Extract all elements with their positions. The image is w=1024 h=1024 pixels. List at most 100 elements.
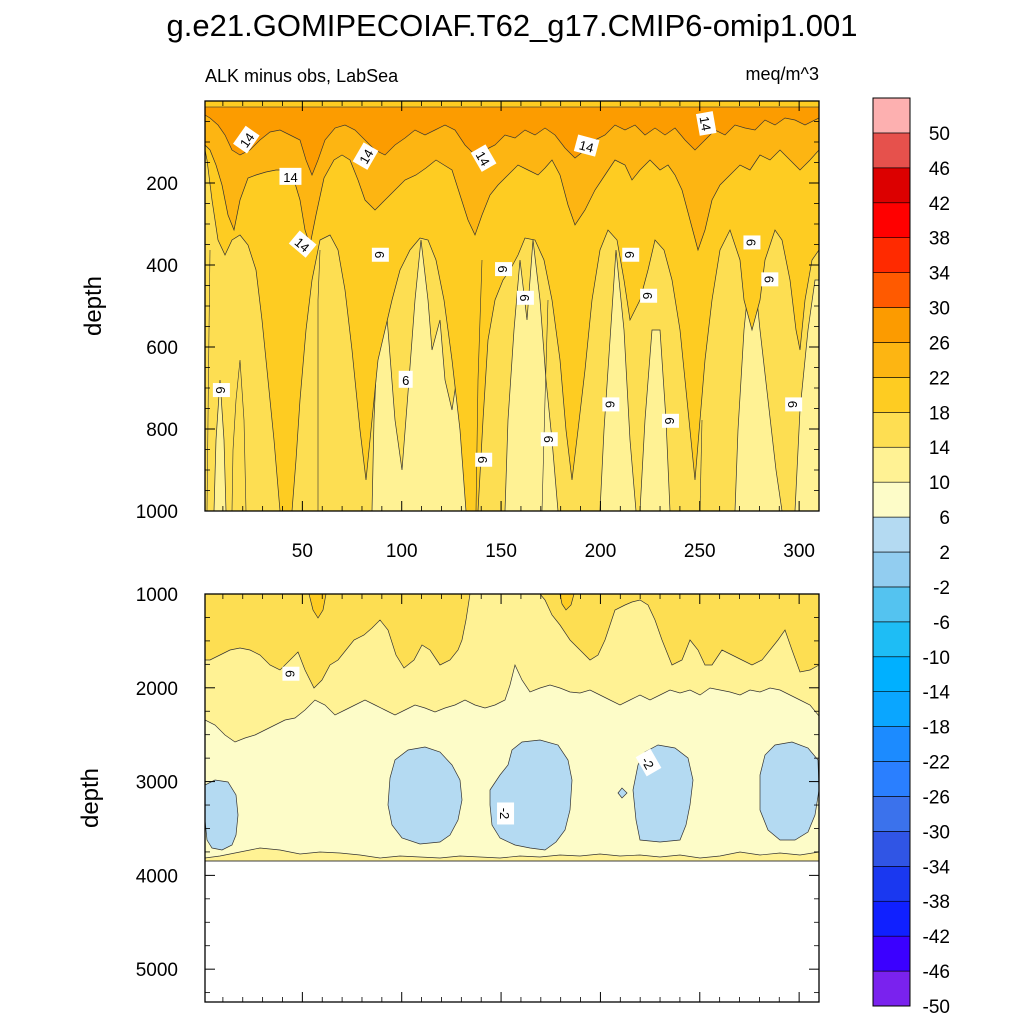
contour-label: -2 [635,748,662,777]
colorbar-swatch [872,202,911,238]
lower-band-10to14-b [559,594,575,611]
contour-label-bg [785,397,803,412]
colorbar-swatch [872,970,911,1007]
contour-label: 6 [761,272,779,287]
contour-label-bg [352,142,379,170]
lower-band-6to10 [205,594,819,689]
contour-label-text: 6 [602,401,617,408]
colorbar-label: -18 [923,718,950,739]
colorbar-label: -10 [923,648,950,669]
colorbar-swatch [872,237,911,273]
y-tick-label: 1000 [136,585,178,606]
colorbar-swatch [872,935,911,972]
colorbar-label: 10 [929,473,950,494]
lower-band-neg6to-neg2-b [387,746,463,845]
y-tick-label: 600 [146,338,178,359]
upper-contour-field [205,101,819,511]
upper-band-2to6-e [734,249,783,511]
contour-label-text: 6 [743,239,758,246]
lower-contour-labels: 6 -2 -2 [282,666,662,825]
contour-label-text: 6 [517,294,532,301]
contour-label-text: 6 [372,251,387,258]
contour-label-bg [761,272,779,287]
contour-label-text: 6 [402,373,409,388]
y-axis-label-upper: depth [80,276,107,336]
y-axis-label-lower: depth [77,768,104,828]
contour-label-text: 14 [237,130,258,150]
contour-label-text: 6 [282,670,297,677]
colorbar-label: -46 [923,962,950,983]
colorbar-label: -26 [923,787,950,808]
contour-label-text: 6 [495,265,510,272]
y-tick-label: 3000 [136,773,178,794]
colorbar-label: 6 [939,508,950,529]
colorbar-label: -14 [923,683,951,704]
contour-label-bg [743,235,761,250]
colorbar-swatch [872,831,911,867]
lower-band-10to14-a [308,594,327,619]
colorbar-swatch [872,342,911,378]
colorbar-label: 34 [929,264,951,285]
y-tick-label: 1000 [136,502,178,523]
contour-label-bg [635,748,662,777]
contour-label-text: 6 [475,456,490,463]
contour-label-bg [233,125,260,154]
colorbar-label: -2 [933,578,950,599]
contour-label: 6 [640,288,658,303]
colorbar-label: 26 [929,333,950,354]
contour-label-bg [212,383,230,398]
contour-label-text: 14 [697,115,714,132]
contour-label: 6 [516,290,534,305]
contour-label-bg [398,370,413,388]
colorbar-swatch [872,272,911,308]
x-tick-label: 50 [292,541,313,562]
contour-label-text: 6 [785,401,800,408]
contour-label: 14 [352,142,379,170]
y-tick-label: 5000 [136,960,178,981]
contour-label: 6 [785,397,803,412]
colorbar-label: 14 [929,438,951,459]
colorbar-swatch [872,900,911,937]
contour-label-bg [279,167,302,185]
lower-band-neg6to-neg2-f [759,741,819,841]
colorbar-frame [872,97,911,1007]
lower-axis-ticks: 1000 2000 3000 4000 5000 [136,585,820,1002]
contour-label-bg [640,288,658,303]
contour-label: 14 [233,125,260,154]
lower-band-neg6to-neg2-a [205,779,239,851]
contour-label-text: 14 [473,149,493,169]
lower-band-2to6-bottom [205,847,819,862]
colorbar-swatch [872,446,911,483]
contour-label: 6 [661,413,679,428]
contour-label-text: -2 [497,808,512,820]
lower-band-neg6to-neg2-d [617,787,628,799]
contour-label-bg [695,111,717,136]
colorbar-swatch [872,167,911,204]
colorbar-label: -38 [923,892,950,913]
upper-band-2to6-d [639,329,671,511]
colorbar-swatch [872,132,911,169]
y-tick-label: 800 [146,420,178,441]
contour-label: 6 [495,262,513,277]
colorbar-label: 22 [929,368,950,389]
contour-label: 14 [695,111,717,136]
lower-panel: 1000 2000 3000 4000 5000 6 -2 -2 [136,585,820,1003]
colorbar-swatch [872,761,911,797]
upper-contour-labels: 14 14 14 14 14 14 14 6 6 6 6 6 6 6 6 6 6 6 6 6 6 [212,111,803,467]
contour-label: 6 [622,247,640,262]
colorbar-swatch [872,796,911,832]
contour-label-text: 6 [213,386,228,393]
y-tick-label: 2000 [136,679,178,700]
y-tick-label: 4000 [136,866,178,887]
contour-label: 14 [279,167,302,185]
contour-label: 14 [288,230,317,258]
colorbar-label: -42 [923,927,950,948]
y-tick-label: 400 [146,256,178,277]
x-tick-label: 200 [585,541,617,562]
x-tick-label: 300 [783,541,815,562]
upper-band-18to22 [205,101,819,176]
colorbar-swatch [872,586,911,623]
lower-contour-field [205,594,819,1002]
